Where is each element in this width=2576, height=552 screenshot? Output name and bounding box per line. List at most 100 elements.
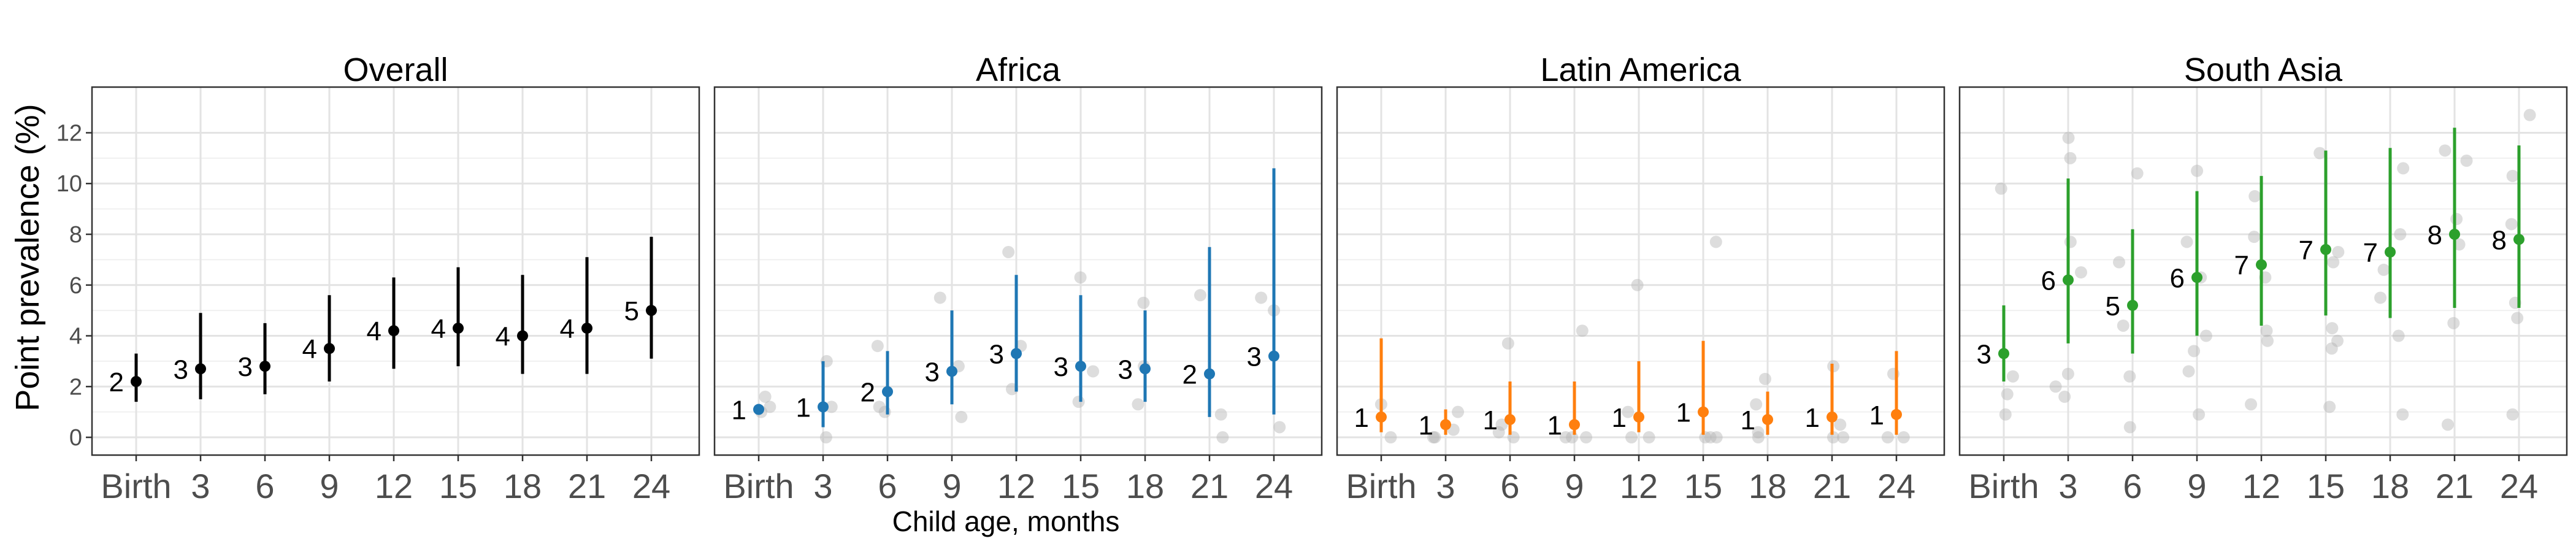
x-tick-label: 9 bbox=[1565, 467, 1584, 505]
site-point bbox=[2117, 319, 2129, 332]
estimate-label: 5 bbox=[624, 296, 639, 326]
site-point bbox=[1580, 431, 1593, 444]
x-tick-label: 21 bbox=[1813, 467, 1851, 505]
y-tick-label: 12 bbox=[56, 120, 82, 146]
estimate-label: 6 bbox=[2170, 263, 2185, 293]
site-point bbox=[2061, 367, 2074, 380]
site-point bbox=[1216, 431, 1229, 444]
site-point bbox=[1704, 431, 1717, 444]
site-point bbox=[1827, 431, 1839, 444]
y-tick-label: 8 bbox=[69, 222, 82, 248]
estimate-point bbox=[2256, 259, 2267, 270]
estimate-label: 7 bbox=[2363, 238, 2378, 268]
estimate-point bbox=[2385, 246, 2396, 258]
x-tick-label: 12 bbox=[997, 467, 1035, 505]
estimate-label: 1 bbox=[1869, 401, 1884, 431]
x-tick-label: 3 bbox=[1436, 467, 1455, 505]
site-point bbox=[2447, 316, 2460, 329]
site-point bbox=[1631, 278, 1644, 291]
y-tick-label: 6 bbox=[69, 273, 82, 299]
estimate-point bbox=[2127, 299, 2138, 311]
x-tick-label: 15 bbox=[439, 467, 477, 505]
site-point bbox=[2505, 218, 2518, 231]
site-point bbox=[955, 410, 968, 423]
estimate-label: 1 bbox=[1354, 403, 1369, 433]
x-tick-label: 3 bbox=[191, 467, 210, 505]
site-point bbox=[2506, 169, 2519, 182]
x-tick-label: 9 bbox=[320, 467, 339, 505]
estimate-label: 1 bbox=[1547, 410, 1562, 440]
site-point bbox=[2180, 236, 2193, 248]
site-point bbox=[2327, 256, 2340, 269]
site-point bbox=[2062, 131, 2075, 144]
site-point bbox=[2439, 144, 2451, 157]
site-point bbox=[1087, 365, 1100, 378]
x-tick-label: 3 bbox=[2058, 467, 2077, 505]
site-point bbox=[825, 401, 838, 413]
x-tick-label: 6 bbox=[255, 467, 274, 505]
estimate-point bbox=[2449, 229, 2460, 240]
estimate-label: 1 bbox=[1741, 405, 1755, 435]
site-point bbox=[1750, 398, 1763, 411]
site-point bbox=[1452, 405, 1465, 418]
x-tick-label: 12 bbox=[1620, 467, 1658, 505]
site-point bbox=[1622, 405, 1635, 418]
site-point bbox=[1837, 431, 1850, 444]
x-axis-title: Child age, months bbox=[892, 505, 1120, 537]
site-point bbox=[819, 431, 832, 444]
x-tick-label: 18 bbox=[504, 467, 542, 505]
site-point bbox=[1273, 421, 1286, 434]
site-point bbox=[1074, 271, 1087, 284]
site-point bbox=[2325, 342, 2338, 355]
site-point bbox=[1255, 291, 1268, 304]
estimate-point bbox=[2191, 272, 2202, 283]
site-point bbox=[933, 291, 946, 304]
site-point bbox=[2453, 238, 2466, 251]
site-point bbox=[1999, 408, 2012, 421]
site-point bbox=[1002, 245, 1015, 258]
estimate-point bbox=[1891, 408, 1902, 420]
site-point bbox=[2261, 334, 2274, 347]
estimate-point bbox=[818, 401, 829, 413]
site-point bbox=[1428, 431, 1441, 444]
y-tick-label: 2 bbox=[69, 374, 82, 400]
x-tick-label: 21 bbox=[1190, 467, 1229, 505]
panel-south-asia: South Asia Birth 3 6 9 12 15 18 21 24 3 6 5 6 7 7 7 8 8 bbox=[1958, 52, 2568, 505]
site-point bbox=[2006, 370, 2019, 383]
estimate-point bbox=[1204, 368, 1215, 380]
estimate-label: 1 bbox=[796, 393, 811, 423]
estimate-point bbox=[1505, 414, 1516, 426]
estimate-label: 7 bbox=[2234, 251, 2249, 281]
y-axis-title: Point prevalence (%) bbox=[9, 104, 46, 411]
estimate-point bbox=[946, 366, 957, 377]
site-point bbox=[1752, 431, 1765, 444]
estimate-point bbox=[1762, 414, 1773, 426]
site-point bbox=[2392, 329, 2405, 342]
estimate-point bbox=[1011, 348, 1022, 359]
panel-title: South Asia bbox=[2184, 52, 2343, 88]
estimate-point bbox=[2513, 234, 2524, 245]
x-tick-label: 18 bbox=[1749, 467, 1787, 505]
site-point bbox=[2191, 164, 2204, 177]
site-point bbox=[1995, 182, 2007, 195]
site-point bbox=[1559, 431, 1572, 444]
estimate-label: 3 bbox=[174, 355, 188, 385]
x-tick-label: 6 bbox=[1500, 467, 1519, 505]
x-tick-label: 24 bbox=[1877, 467, 1915, 505]
estimate-point bbox=[517, 330, 528, 342]
site-point bbox=[1492, 426, 1505, 439]
estimate-point bbox=[324, 343, 335, 355]
site-point bbox=[1137, 296, 1150, 309]
estimate-point bbox=[646, 305, 657, 316]
site-point bbox=[2074, 266, 2087, 279]
x-tick-label: 24 bbox=[2500, 467, 2538, 505]
site-point bbox=[759, 390, 772, 403]
estimate-label: 4 bbox=[431, 314, 446, 344]
site-point bbox=[2113, 256, 2126, 269]
x-tick-label: 12 bbox=[375, 467, 413, 505]
site-point bbox=[1643, 431, 1655, 444]
site-point bbox=[2123, 421, 2136, 434]
